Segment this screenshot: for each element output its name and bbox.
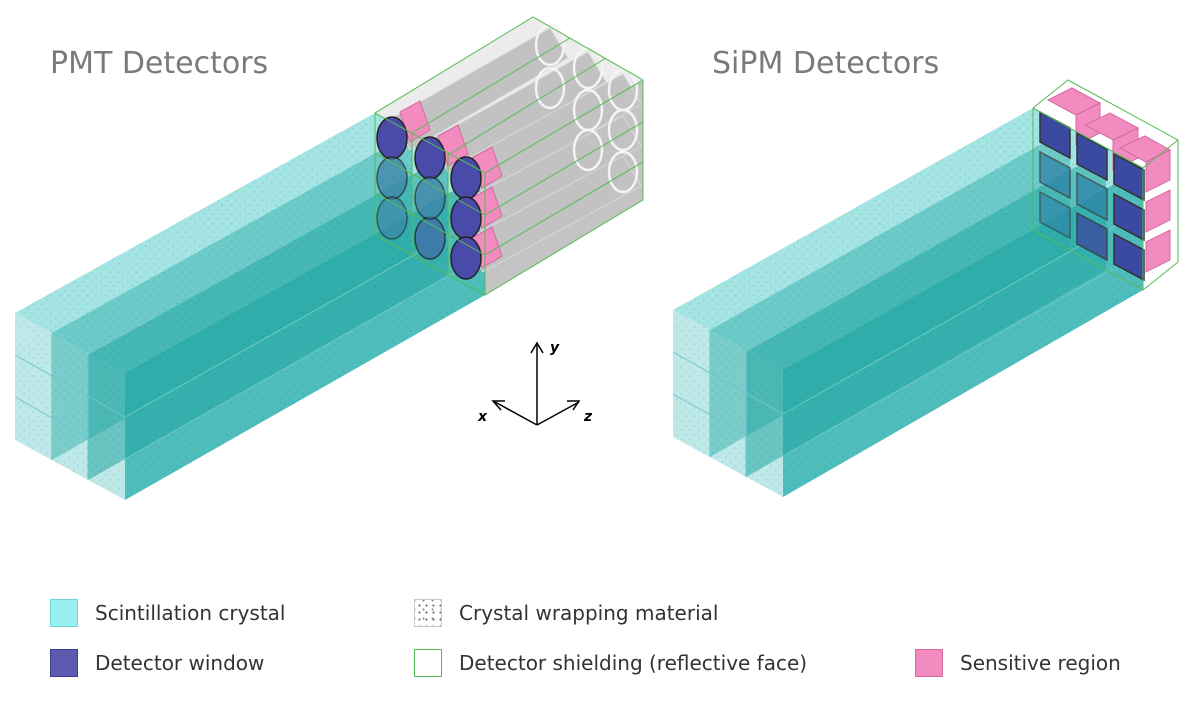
scintillation-crystal-swatch xyxy=(50,599,78,627)
sipm-crystal-block xyxy=(672,108,1144,497)
z-axis-label: z xyxy=(584,409,593,425)
legend-item-crystal-wrapping: Crystal wrapping material xyxy=(414,597,718,629)
legend-label: Sensitive region xyxy=(960,651,1121,675)
legend-item-scintillation-crystal: Scintillation crystal xyxy=(50,597,286,629)
legend-label: Detector shielding (reflective face) xyxy=(459,651,808,675)
sipm-title: SiPM Detectors xyxy=(712,46,940,81)
legend-item-detector-window: Detector window xyxy=(50,647,264,679)
pmt-crystal-block xyxy=(14,113,486,500)
y-axis-label: y xyxy=(550,340,560,356)
legend-item-detector-shielding: Detector shielding (reflective face) xyxy=(414,647,807,679)
legend-label: Scintillation crystal xyxy=(95,601,286,625)
pmt-title: PMT Detectors xyxy=(50,46,269,81)
legend-label: Detector window xyxy=(95,651,265,675)
detector-window-swatch xyxy=(50,649,78,677)
detector-shielding-swatch xyxy=(414,649,442,677)
legend-label: Crystal wrapping material xyxy=(459,601,719,625)
legend-item-sensitive-region: Sensitive region xyxy=(915,647,1121,679)
axis-triad xyxy=(491,341,581,426)
crystal-wrapping-swatch xyxy=(414,599,442,627)
pmt-tube-array xyxy=(374,16,644,296)
sipm-detector-array xyxy=(1032,79,1179,291)
sensitive-region-swatch xyxy=(915,649,943,677)
x-axis-label: x xyxy=(478,409,488,425)
